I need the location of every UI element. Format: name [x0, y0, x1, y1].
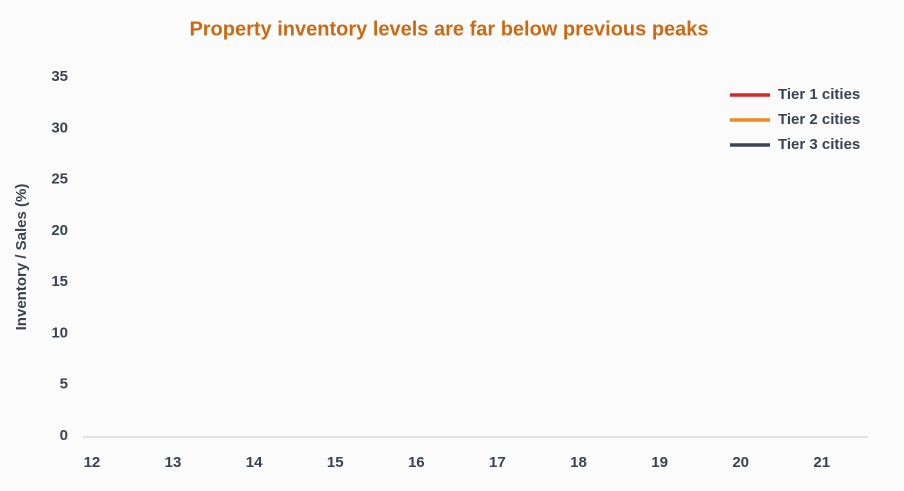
- x-tick-label: 21: [813, 454, 830, 471]
- y-tick-label: 5: [60, 376, 68, 393]
- x-tick-label: 17: [489, 454, 506, 471]
- y-tick-label: 15: [51, 273, 68, 290]
- x-tick-label: 15: [327, 454, 344, 471]
- legend-label: Tier 2 cities: [778, 111, 860, 128]
- legend-label: Tier 3 cities: [778, 136, 860, 153]
- y-tick-label: 25: [51, 171, 68, 188]
- x-tick-label: 20: [732, 454, 749, 471]
- x-tick-label: 12: [84, 454, 101, 471]
- y-tick-label: 10: [51, 324, 68, 341]
- y-tick-label: 30: [51, 119, 68, 136]
- chart-title: Property inventory levels are far below …: [189, 18, 708, 40]
- legend-label: Tier 1 cities: [778, 86, 860, 103]
- x-tick-label: 19: [651, 454, 668, 471]
- y-tick-label: 20: [51, 222, 68, 239]
- x-tick-label: 18: [570, 454, 587, 471]
- y-axis-label: Inventory / Sales (%): [13, 184, 30, 331]
- x-tick-label: 16: [408, 454, 425, 471]
- x-tick-label: 14: [246, 454, 263, 471]
- x-tick-label: 13: [165, 454, 182, 471]
- y-tick-label: 35: [51, 68, 68, 85]
- y-tick-label: 0: [60, 427, 68, 444]
